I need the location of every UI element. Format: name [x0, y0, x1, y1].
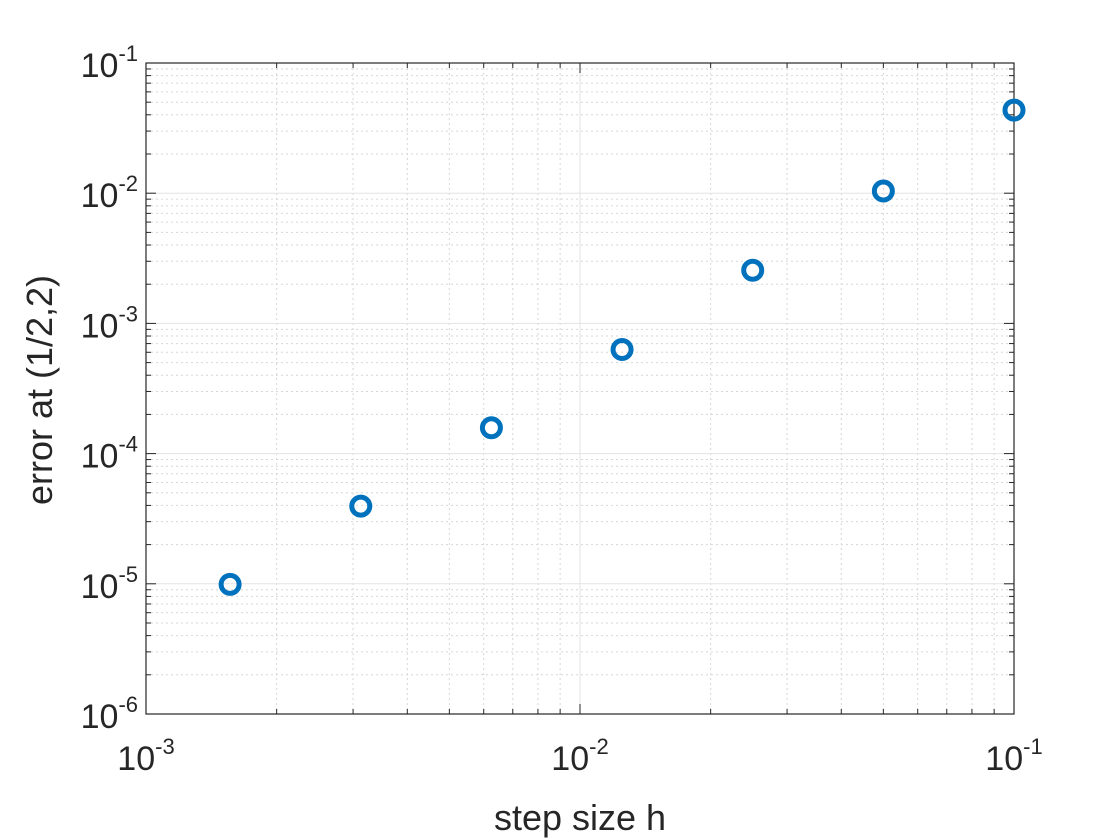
y-tick-label: 10-4 [81, 432, 138, 476]
data-point [741, 258, 765, 282]
x-axis-label: step size h [494, 797, 666, 838]
data-series [218, 98, 1026, 596]
x-minor-grid [276, 63, 995, 714]
y-axis-label: error at (1/2,2) [19, 275, 60, 505]
tick-labels: 10-3 10-2 10-1 10-6 10-5 10-4 10-3 10-2 10-1 [81, 41, 1043, 778]
data-point [479, 416, 503, 440]
x-tick-label: 10-2 [551, 734, 608, 778]
y-tick-label: 10-1 [81, 41, 138, 85]
plot-area [145, 62, 1026, 715]
y-tick-label: 10-3 [81, 301, 138, 345]
data-point [349, 494, 373, 518]
data-point [1002, 98, 1026, 122]
data-point [871, 179, 895, 203]
y-tick-label: 10-5 [81, 562, 138, 606]
y-tick-label: 10-6 [81, 692, 138, 736]
data-point [610, 338, 634, 362]
x-tick-label: 10-1 [985, 734, 1042, 778]
x-tick-label: 10-3 [117, 734, 174, 778]
data-point [218, 572, 242, 596]
y-tick-label: 10-2 [81, 171, 138, 215]
